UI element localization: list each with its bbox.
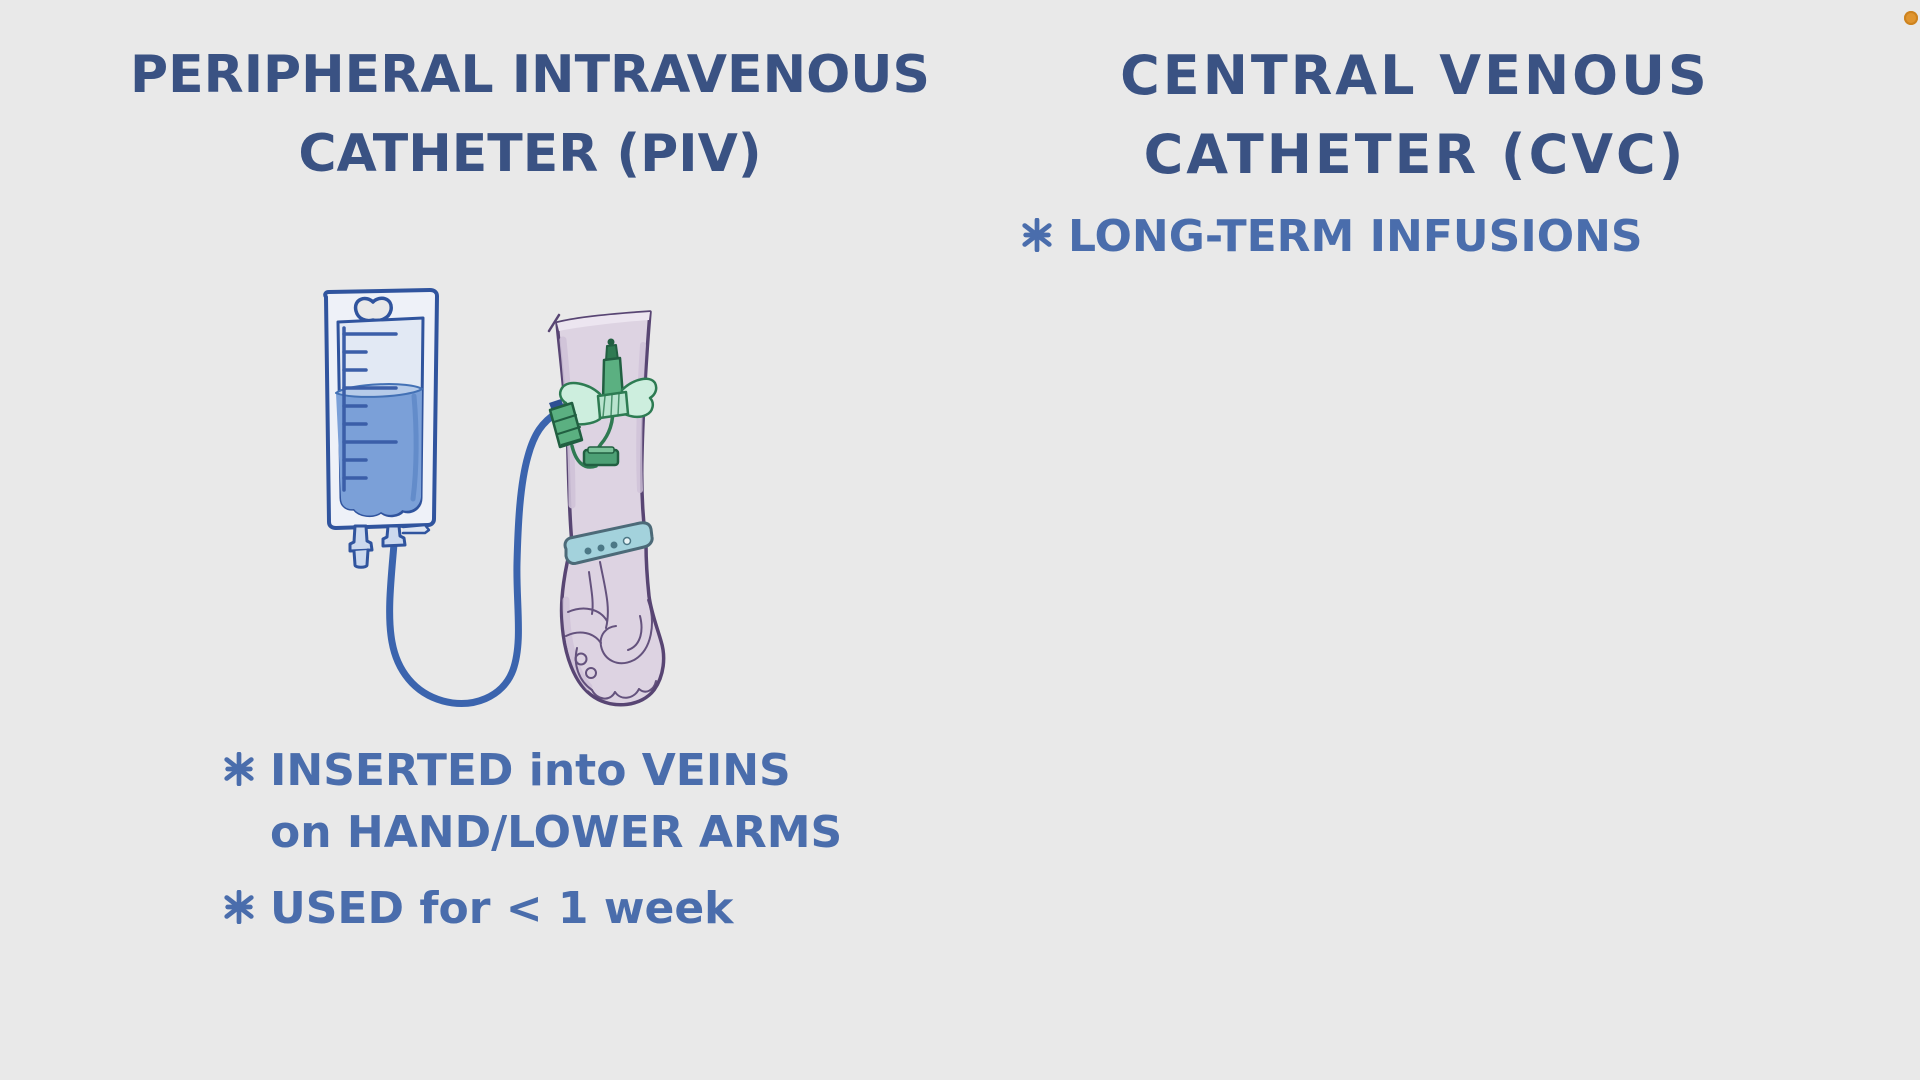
iv-bag-hang-hole: [353, 296, 393, 323]
cvc-title-line1: CENTRAL VENOUS: [1120, 44, 1710, 107]
cvc-title: CENTRAL VENOUS CATHETER (CVC): [1105, 36, 1725, 194]
piv-bullet2-text: USED for < 1 week: [270, 883, 734, 934]
piv-catheter: [548, 338, 658, 469]
bullet-long-term-infusions: LONG-TERM INFUSIONS: [1020, 206, 1643, 268]
recording-indicator-dot: [1904, 11, 1918, 25]
bullet-used-less-than-week: USED for < 1 week: [222, 878, 842, 940]
asterisk-icon: [224, 890, 254, 924]
piv-bullets: INSERTED into VEINS on HAND/LOWER ARMS U…: [222, 740, 842, 940]
bullet-inserted-into-veins: INSERTED into VEINS on HAND/LOWER ARMS: [222, 740, 842, 864]
asterisk-icon: [224, 752, 254, 786]
tape-right-wing: [619, 377, 658, 419]
iv-tube: [386, 408, 562, 707]
cvc-bullet1-text: LONG-TERM INFUSIONS: [1068, 211, 1643, 262]
iv-bag-ports: [348, 523, 431, 569]
piv-illustration: [323, 288, 666, 707]
piv-title: PERIPHERAL INTRAVENOUS CATHETER (PIV): [70, 36, 990, 194]
piv-bullet1-line1: INSERTED into VEINS: [270, 745, 791, 796]
cvc-bullets: LONG-TERM INFUSIONS: [1020, 206, 1643, 268]
cvc-title-line2: CATHETER (CVC): [1143, 123, 1687, 186]
iv-bag: [323, 288, 439, 569]
tape-center-wrap: [596, 390, 630, 420]
patient-wristband: [563, 521, 654, 565]
piv-title-line1: PERIPHERAL INTRAVENOUS: [130, 45, 930, 105]
hand-creases: [565, 561, 657, 700]
piv-title-line2: CATHETER (PIV): [298, 124, 762, 184]
piv-bullet1-line2: on HAND/LOWER ARMS: [270, 807, 843, 858]
iv-bag-scale: [342, 326, 398, 492]
iv-fluid: [336, 384, 422, 516]
asterisk-icon: [1022, 218, 1052, 252]
